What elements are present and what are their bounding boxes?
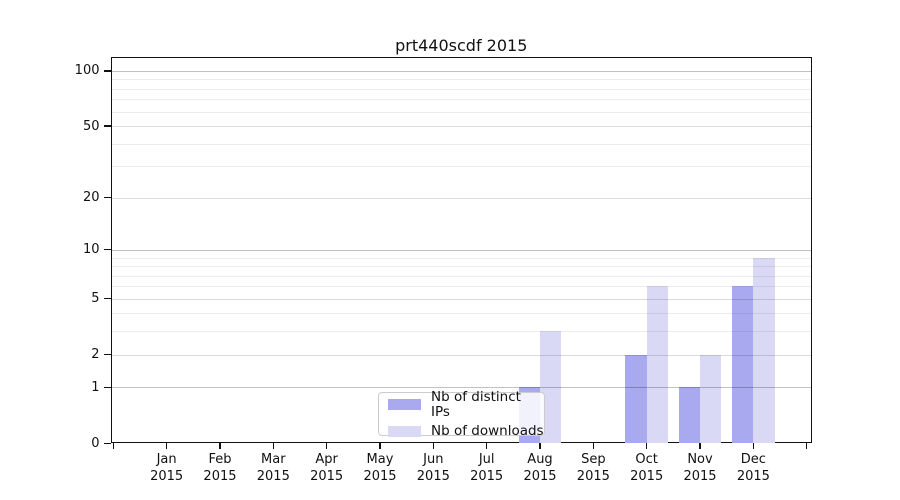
bar-downloads — [646, 286, 668, 444]
gridline — [110, 143, 812, 145]
gridline — [110, 313, 812, 315]
gridline — [110, 111, 812, 113]
y-tick — [104, 442, 111, 444]
legend-entry-distinct-ips: Nb of distinct IPs — [388, 388, 544, 420]
y-tick-label: 20 — [82, 190, 100, 206]
x-tick — [486, 443, 488, 449]
gridline — [110, 166, 812, 168]
bar-distinct-ips — [678, 387, 701, 444]
x-tick — [592, 443, 594, 449]
y-tick-label: 100 — [74, 63, 100, 79]
plot-area — [110, 57, 812, 444]
x-tick-label: Dec 2015 — [736, 452, 770, 485]
x-tick-label: Sep 2015 — [576, 452, 610, 485]
y-tick-label: 10 — [82, 242, 100, 258]
gridline — [110, 197, 812, 199]
gridline — [110, 79, 812, 81]
x-tick — [112, 443, 114, 449]
x-tick-label: Jul 2015 — [470, 452, 504, 485]
y-tick — [104, 354, 111, 356]
gridline — [110, 257, 812, 259]
y-tick-label: 1 — [91, 379, 100, 395]
gridline — [110, 354, 812, 356]
y-tick-label: 50 — [82, 118, 100, 134]
gridline — [110, 331, 812, 333]
gridline — [110, 286, 812, 288]
x-tick — [539, 443, 541, 449]
y-tick — [104, 298, 111, 300]
gridline — [110, 99, 812, 101]
x-tick — [379, 443, 381, 449]
y-tick-label: 0 — [91, 435, 100, 451]
chart-title: prt440scdf 2015 — [395, 36, 528, 55]
x-tick — [219, 443, 221, 449]
x-tick-label: May 2015 — [363, 452, 397, 485]
y-tick-label: 2 — [91, 347, 100, 363]
x-tick — [646, 443, 648, 449]
x-tick — [166, 443, 168, 449]
bar-downloads — [753, 257, 775, 444]
x-tick — [699, 443, 701, 449]
gridline — [110, 88, 812, 90]
gridline — [110, 298, 812, 300]
x-tick-label: Mar 2015 — [256, 452, 290, 485]
x-tick-label: Nov 2015 — [683, 452, 717, 485]
y-tick-label: 5 — [91, 291, 100, 307]
legend-label-distinct-ips: Nb of distinct IPs — [431, 388, 521, 420]
gridline — [110, 126, 812, 128]
x-tick-label: Oct 2015 — [630, 452, 664, 485]
legend-swatch-distinct-ips — [388, 399, 421, 410]
gridline — [110, 387, 812, 389]
legend-swatch-downloads — [388, 425, 421, 437]
legend-label-downloads: Nb of downloads — [431, 422, 544, 439]
bar-downloads — [700, 354, 722, 444]
x-tick — [752, 443, 754, 449]
x-tick-label: Jun 2015 — [416, 452, 450, 485]
y-tick — [104, 70, 111, 72]
gridline — [110, 70, 812, 72]
legend-entry-downloads: Nb of downloads — [388, 422, 544, 439]
x-tick — [432, 443, 434, 449]
bar-distinct-ips — [625, 354, 647, 444]
x-tick — [806, 443, 808, 449]
y-tick — [104, 386, 111, 388]
x-tick — [326, 443, 328, 449]
x-tick — [272, 443, 274, 449]
x-tick-label: Feb 2015 — [203, 452, 237, 485]
x-tick-label: Aug 2015 — [523, 452, 557, 485]
gridline — [110, 266, 812, 268]
gridline — [110, 249, 812, 251]
x-tick-label: Apr 2015 — [310, 452, 344, 485]
gridline — [110, 275, 812, 277]
legend: Nb of distinct IPs Nb of downloads — [378, 388, 545, 439]
bar-downloads — [540, 331, 562, 444]
bar-distinct-ips — [732, 286, 754, 444]
y-tick — [104, 249, 111, 251]
y-tick — [104, 125, 111, 127]
y-tick — [104, 197, 111, 199]
x-tick-label: Jan 2015 — [150, 452, 184, 485]
